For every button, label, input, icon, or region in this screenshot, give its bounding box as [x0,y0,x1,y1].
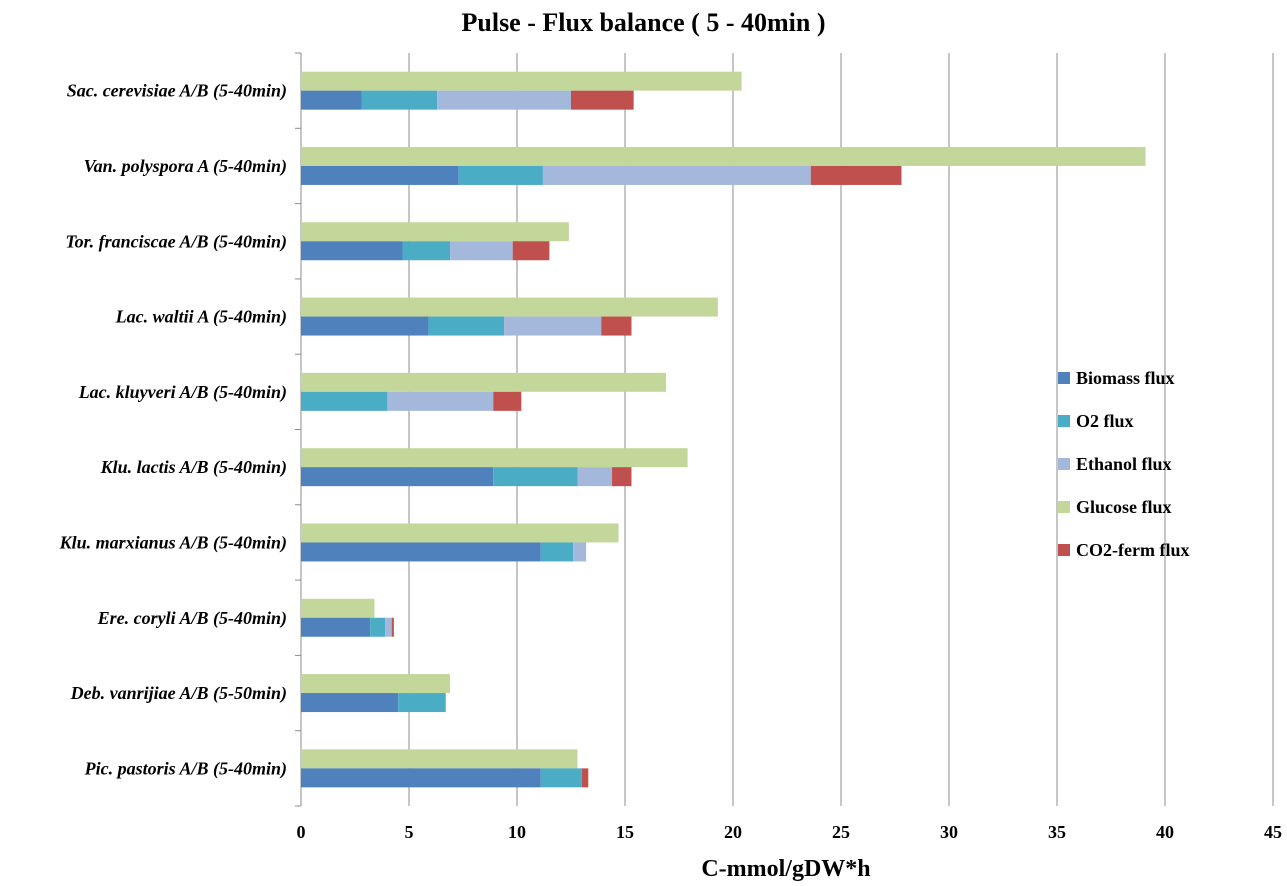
o2-flux-bar [361,90,438,110]
glucose-bar [301,297,718,317]
legend-swatch [1058,458,1070,470]
category-label: Klu. lactis A/B (5-40min) [100,457,287,478]
glucose-bar [301,71,742,91]
category-label: Van. polyspora A (5-40min) [84,156,287,177]
legend-label: Biomass flux [1076,368,1175,388]
o2-flux-bar [301,391,388,411]
legend-label: O2 flux [1076,411,1134,431]
ethanol-flux-bar [504,316,602,336]
co2-ferm-flux-bar [493,391,522,411]
category-label: Deb. vanrijiae A/B (5-50min) [70,683,287,704]
x-tick-label-20: 20 [724,822,742,842]
ethanol-flux-bar [437,90,571,110]
category-label: Tor. franciscae A/B (5-40min) [65,231,287,252]
biomass-flux-bar [301,542,541,562]
biomass-flux-bar [301,693,399,713]
x-tick-label-30: 30 [940,822,958,842]
x-tick-label-40: 40 [1156,822,1174,842]
glucose-bar [301,448,688,468]
biomass-flux-bar [301,617,371,637]
o2-flux-bar [458,165,543,185]
o2-flux-bar [540,542,574,562]
legend-swatch [1058,372,1070,384]
category-label: Pic. pastoris A/B (5-40min) [84,758,287,779]
category-label: Ere. coryli A/B (5-40min) [97,608,287,629]
chart-title: Pulse - Flux balance ( 5 - 40min ) [461,8,826,37]
o2-flux-bar [370,617,386,637]
o2-flux-bar [428,316,505,336]
x-tick-label-25: 25 [832,822,850,842]
legend-swatch [1058,501,1070,513]
biomass-flux-bar [301,90,362,110]
legend-swatch [1058,544,1070,556]
ethanol-flux-bar [387,391,494,411]
co2-ferm-flux-bar [810,165,902,185]
glucose-bar [301,222,569,242]
o2-flux-bar [493,467,578,487]
biomass-flux-bar [301,316,429,336]
glucose-bar [301,523,619,543]
x-tick-label-35: 35 [1048,822,1066,842]
co2-ferm-flux-bar [391,617,394,637]
co2-ferm-flux-bar [512,241,550,261]
biomass-flux-bar [301,467,494,487]
glucose-bar [301,674,451,694]
x-tick-label-10: 10 [508,822,526,842]
category-label: Lac. waltii A (5-40min) [115,307,287,328]
co2-ferm-flux-bar [581,768,589,788]
biomass-flux-bar [301,165,459,185]
x-tick-label-5: 5 [405,822,414,842]
glucose-bar [301,598,375,618]
co2-ferm-flux-bar [571,90,634,110]
co2-ferm-flux-bar [612,467,632,487]
legend-label: CO2-ferm flux [1076,540,1190,560]
o2-flux-bar [398,693,446,713]
ethanol-flux-bar [542,165,811,185]
glucose-bar [301,749,578,769]
category-label: Lac. kluyveri A/B (5-40min) [78,382,287,403]
ethanol-flux-bar [573,542,587,562]
ethanol-flux-bar [577,467,613,487]
glucose-bar [301,372,667,392]
glucose-bar [301,146,1146,166]
co2-ferm-flux-bar [601,316,632,336]
o2-flux-bar [402,241,451,261]
x-tick-label-45: 45 [1264,822,1282,842]
legend-label: Glucose flux [1076,497,1172,517]
o2-flux-bar [540,768,582,788]
ethanol-flux-bar [450,241,513,261]
x-tick-label-15: 15 [616,822,634,842]
legend-label: Ethanol flux [1076,454,1172,474]
biomass-flux-bar [301,768,541,788]
x-tick-label-0: 0 [297,822,306,842]
category-label: Klu. marxianus A/B (5-40min) [59,532,287,553]
biomass-flux-bar [301,241,403,261]
x-axis-label: C-mmol/gDW*h [701,856,871,882]
legend-swatch [1058,415,1070,427]
ethanol-flux-bar [385,617,392,637]
category-label: Sac. cerevisiae A/B (5-40min) [67,81,287,102]
